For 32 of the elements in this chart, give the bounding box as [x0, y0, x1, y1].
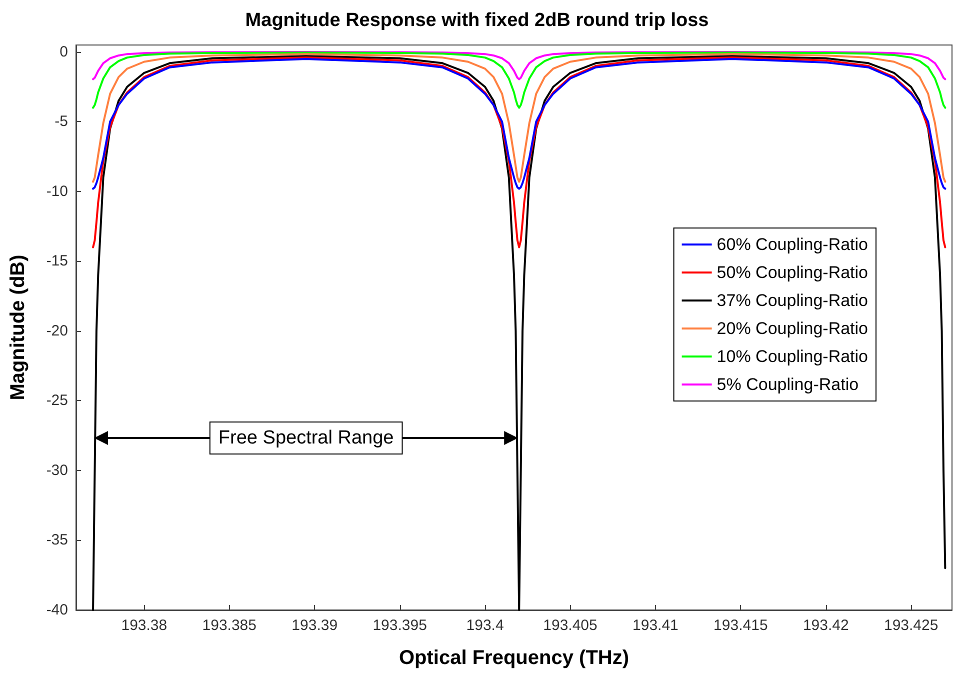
y-tick-label: -10: [46, 182, 68, 200]
y-tick-label: -5: [54, 113, 68, 130]
x-tick-label: 193.385: [202, 617, 256, 634]
x-tick-label: 193.4: [466, 617, 504, 634]
legend-label: 50% Coupling-Ratio: [716, 263, 868, 282]
line-series: [92, 50, 946, 80]
legend-label: 20% Coupling-Ratio: [716, 319, 868, 338]
y-tick-label: -40: [46, 602, 68, 618]
y-tick-label: -30: [46, 462, 68, 479]
x-tick-label: 193.405: [543, 617, 598, 634]
x-tick-label: 193.39: [292, 617, 338, 634]
legend-label: 10% Coupling-Ratio: [716, 347, 868, 366]
y-tick-label: -20: [46, 322, 68, 340]
annotation: Free Spectral Range: [218, 428, 394, 448]
y-tick-label: -35: [46, 532, 68, 549]
x-tick-label: 193.425: [884, 617, 938, 634]
y-axis-title: Magnitude (dB): [7, 254, 29, 400]
x-tick-label: 193.415: [714, 617, 768, 634]
y-tick-label: -15: [46, 252, 68, 270]
legend-label: 60% Coupling-Ratio: [716, 235, 868, 254]
x-axis-title: Optical Frequency (THz): [398, 647, 630, 669]
x-tick-label: 193.41: [632, 617, 678, 634]
legend-label: 5% Coupling-Ratio: [716, 375, 859, 394]
y-tick-label: 0: [60, 43, 68, 60]
y-tick-label: -25: [46, 392, 68, 410]
line-series: [92, 52, 946, 109]
legend-label: 37% Coupling-Ratio: [716, 291, 868, 310]
x-tick-label: 193.42: [802, 617, 849, 634]
chart-title: Magnitude Response with fixed 2dB round trip loss: [245, 10, 709, 31]
line-series: [92, 55, 946, 611]
x-tick-label: 193.395: [372, 617, 427, 634]
x-tick-label: 193.38: [121, 617, 168, 634]
